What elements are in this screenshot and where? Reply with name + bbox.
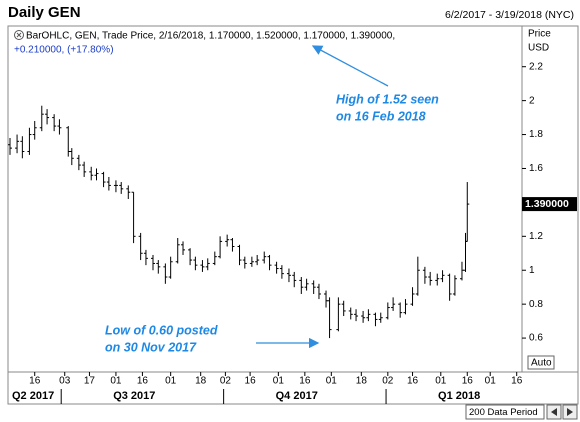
x-tick-label: 02 <box>382 376 394 387</box>
quarter-label: Q4 2017 <box>276 390 318 402</box>
x-tick-label: 01 <box>273 376 285 387</box>
info-line: BarOHLC, GEN, Trade Price, 2/16/2018, 1.… <box>26 31 395 42</box>
info-icon-mark <box>16 32 22 38</box>
change-line: +0.210000, (+17.80%) <box>14 45 114 56</box>
x-tick-label: 16 <box>511 376 523 387</box>
y-tick-label: 1.2 <box>529 231 543 242</box>
y-tick-label: 0.6 <box>529 333 543 344</box>
date-range: 6/2/2017 - 3/19/2018 (NYC) <box>445 9 574 21</box>
y-tick-label: 2 <box>529 95 535 106</box>
auto-label: Auto <box>531 358 552 369</box>
x-tick-label: 16 <box>245 376 257 387</box>
scroll-left-arrow <box>551 408 557 416</box>
annotation: on 16 Feb 2018 <box>336 109 426 123</box>
x-tick-label: 18 <box>195 376 207 387</box>
x-tick-label: 02 <box>220 376 232 387</box>
period-label: 200 Data Period <box>469 407 538 418</box>
plot-area <box>7 25 523 373</box>
quarter-label: Q2 2017 <box>12 390 54 402</box>
last-price-box <box>522 197 577 212</box>
chart-title: Daily GEN <box>8 4 81 21</box>
x-tick-label: 01 <box>485 376 497 387</box>
x-tick-label: 01 <box>326 376 338 387</box>
currency-label: USD <box>528 43 549 54</box>
auto-button[interactable] <box>527 355 555 370</box>
x-tick-label: 16 <box>299 376 311 387</box>
y-tick-label: 0.8 <box>529 299 543 310</box>
x-tick-label: 01 <box>110 376 122 387</box>
x-tick-label: 03 <box>59 376 71 387</box>
high-arrow <box>311 45 389 87</box>
period-box[interactable] <box>465 404 545 420</box>
price-label: Price <box>528 29 551 40</box>
x-tick-label: 17 <box>84 376 96 387</box>
x-tick-label: 01 <box>435 376 447 387</box>
x-tick-label: 16 <box>407 376 419 387</box>
annotation: on 30 Nov 2017 <box>105 340 197 354</box>
y-tick-label: 1.6 <box>529 163 543 174</box>
annotation: Low of 0.60 posted <box>105 323 218 337</box>
annotation: High of 1.52 seen <box>336 92 439 106</box>
x-tick-label: 16 <box>29 376 41 387</box>
x-tick-label: 16 <box>462 376 474 387</box>
x-tick-label: 01 <box>165 376 177 387</box>
scroll-right-arrow <box>567 408 573 416</box>
quarter-label: Q3 2017 <box>113 390 155 402</box>
x-tick-label: 16 <box>137 376 149 387</box>
y-tick-label: 2.2 <box>529 61 543 72</box>
quarter-label: Q1 2018 <box>438 390 480 402</box>
last-price-label: 1.390000 <box>525 198 569 210</box>
y-tick-label: 1.8 <box>529 129 543 140</box>
y-tick-label: 1 <box>529 265 535 276</box>
x-tick-label: 18 <box>356 376 368 387</box>
time-axis-panel <box>7 371 579 405</box>
